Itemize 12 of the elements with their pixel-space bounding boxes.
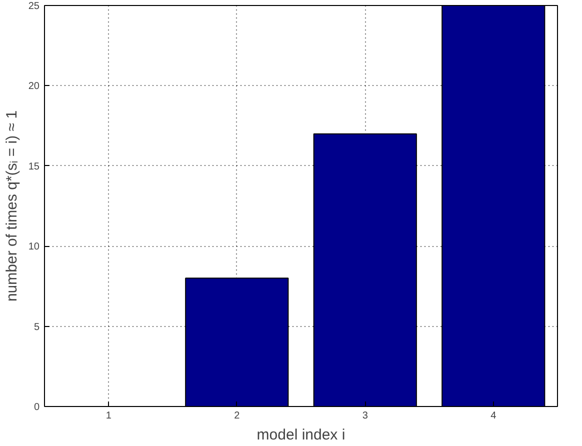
y-tick-label: 0 [34,402,40,413]
y-tick-label: 20 [28,81,40,92]
y-axis-title: number of times q*(sᵢ = i) ≈ 1 [3,110,20,302]
x-tick-label: 2 [234,410,240,422]
y-tick-label: 5 [34,322,40,333]
y-tick-label: 25 [28,1,40,12]
y-tick-label: 10 [28,242,40,253]
x-tick-label: 3 [362,410,368,422]
y-tick-label: 15 [28,161,40,172]
x-tick-label: 4 [490,410,497,422]
x-tick-label: 1 [106,410,112,422]
x-axis-title: model index i [256,426,346,444]
